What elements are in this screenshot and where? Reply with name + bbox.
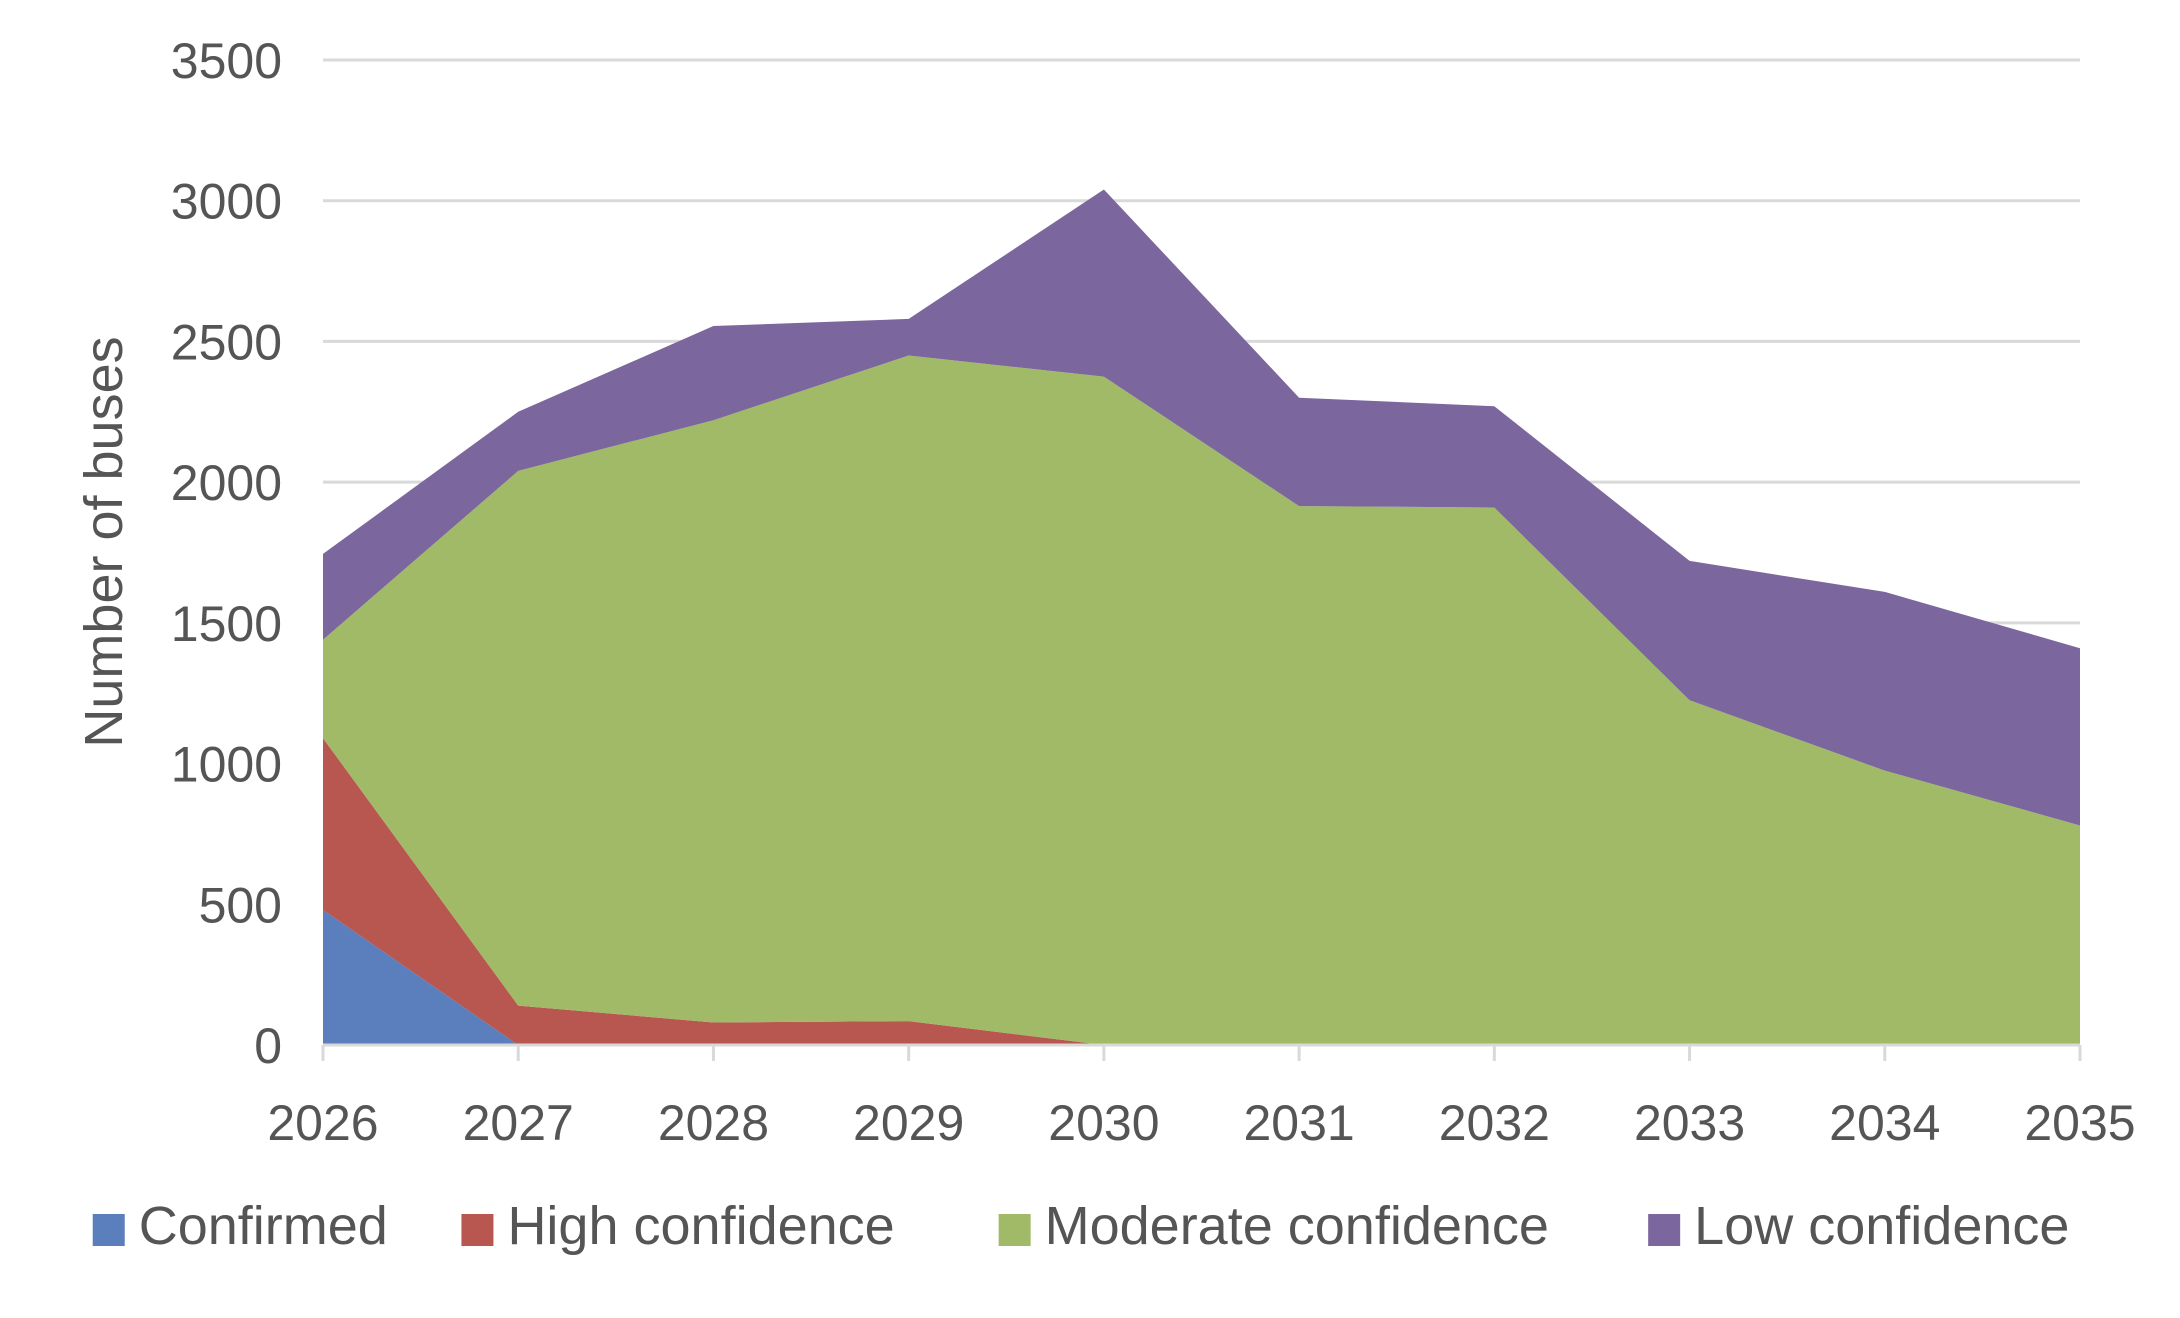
axes — [321, 1043, 2082, 1061]
y-tick-labels: 0 500 1000 1500 2000 2500 3000 3500 — [171, 33, 282, 1074]
x-tick-label: 2033 — [1634, 1095, 1745, 1151]
area-series — [323, 189, 2080, 1045]
legend-label-low-confidence: Low confidence — [1694, 1196, 2069, 1256]
x-tick-label: 2027 — [463, 1095, 574, 1151]
x-tick-label: 2035 — [2024, 1095, 2135, 1151]
legend-swatch-moderate-confidence — [998, 1214, 1031, 1246]
y-tick-label: 3000 — [171, 174, 282, 230]
legend-label-moderate-confidence: Moderate confidence — [1045, 1196, 1549, 1256]
y-tick-label: 0 — [254, 1018, 282, 1074]
y-tick-label: 1000 — [171, 737, 282, 793]
x-tick-label: 2031 — [1243, 1095, 1354, 1151]
y-tick-label: 500 — [199, 877, 282, 933]
x-tick-label: 2034 — [1829, 1095, 1940, 1151]
area-moderate-confidence — [323, 355, 2080, 1045]
x-tick-labels: 2026 2027 2028 2029 2030 2031 2032 2033 2034 2035 — [267, 1095, 2135, 1151]
legend-label-confirmed: Confirmed — [139, 1196, 388, 1256]
y-tick-label: 3500 — [171, 33, 282, 89]
y-axis-label: Number of buses — [74, 336, 134, 747]
y-tick-label: 2000 — [171, 455, 282, 511]
area-high-confidence — [323, 738, 2080, 1045]
x-tick-label: 2028 — [658, 1095, 769, 1151]
legend-swatch-low-confidence — [1648, 1214, 1681, 1246]
x-tick-label: 2030 — [1048, 1095, 1159, 1151]
legend-label-high-confidence: High confidence — [507, 1196, 894, 1256]
legend-swatch-high-confidence — [461, 1214, 494, 1246]
x-tick-label: 2029 — [853, 1095, 964, 1151]
y-tick-label: 1500 — [171, 596, 282, 652]
y-tick-label: 2500 — [171, 314, 282, 370]
x-tick-label: 2026 — [267, 1095, 378, 1151]
legend: Confirmed High confidence Moderate confide… — [92, 1196, 2069, 1256]
x-tick-label: 2032 — [1439, 1095, 1550, 1151]
legend-swatch-confirmed — [92, 1214, 125, 1246]
area-low-confidence — [323, 189, 2080, 826]
